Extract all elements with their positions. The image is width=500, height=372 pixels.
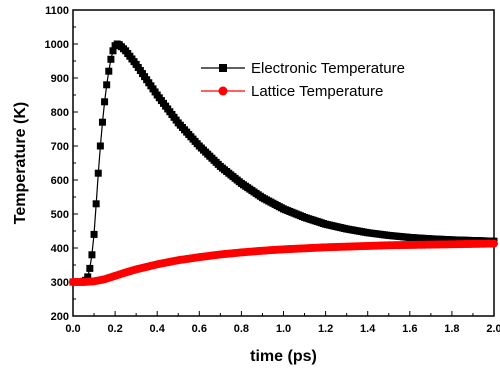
x-tick-label: 0.8: [234, 323, 249, 335]
data-point-electronic: [86, 265, 93, 272]
y-tick-label: 200: [51, 311, 69, 323]
y-tick-label: 800: [51, 107, 69, 119]
legend-marker-lattice: [219, 87, 228, 96]
x-tick-label: 0.2: [107, 323, 122, 335]
y-tick-label: 600: [51, 175, 69, 187]
y-tick-label: 400: [51, 243, 69, 255]
x-tick-label: 1.6: [402, 323, 417, 335]
data-point-electronic: [101, 98, 108, 105]
x-axis-ticks: 0.0 0.2 0.4 0.6 0.8 1.0 1.2 1.4 1.6 1.8 2.0: [65, 311, 500, 335]
x-tick-label: 0.0: [65, 323, 80, 335]
data-point-electronic: [88, 251, 95, 258]
data-point-electronic: [97, 143, 104, 150]
data-point-electronic: [105, 68, 112, 75]
y-tick-label: 900: [51, 73, 69, 85]
y-tick-label: 500: [51, 209, 69, 221]
data-point-electronic: [91, 231, 98, 238]
y-tick-label: 1000: [45, 39, 69, 51]
x-tick-label: 0.4: [150, 323, 166, 335]
data-point-electronic: [107, 56, 114, 63]
legend-label-lattice: Lattice Temperature: [251, 83, 383, 100]
x-tick-label: 1.0: [276, 323, 291, 335]
y-tick-label: 700: [51, 141, 69, 153]
y-tick-label: 1100: [45, 5, 69, 17]
x-tick-label: 1.2: [318, 323, 333, 335]
x-axis-title: time (ps): [250, 348, 317, 365]
data-point-electronic: [95, 170, 102, 177]
y-tick-label: 300: [51, 277, 69, 289]
legend-label-electronic: Electronic Temperature: [251, 60, 405, 77]
x-tick-label: 1.8: [444, 323, 459, 335]
y-axis-title: Temperature (K): [12, 102, 29, 224]
legend-marker-electronic: [219, 64, 227, 72]
data-point-electronic: [103, 81, 110, 88]
series-layer: [69, 41, 498, 287]
legend: Electronic Temperature Lattice Temperatu…: [201, 60, 405, 100]
x-tick-label: 0.6: [192, 323, 207, 335]
x-tick-label: 2.0: [486, 323, 500, 335]
data-point-electronic: [93, 200, 100, 207]
x-tick-label: 1.4: [360, 323, 376, 335]
data-point-lattice: [490, 240, 498, 248]
data-point-electronic: [99, 119, 106, 126]
